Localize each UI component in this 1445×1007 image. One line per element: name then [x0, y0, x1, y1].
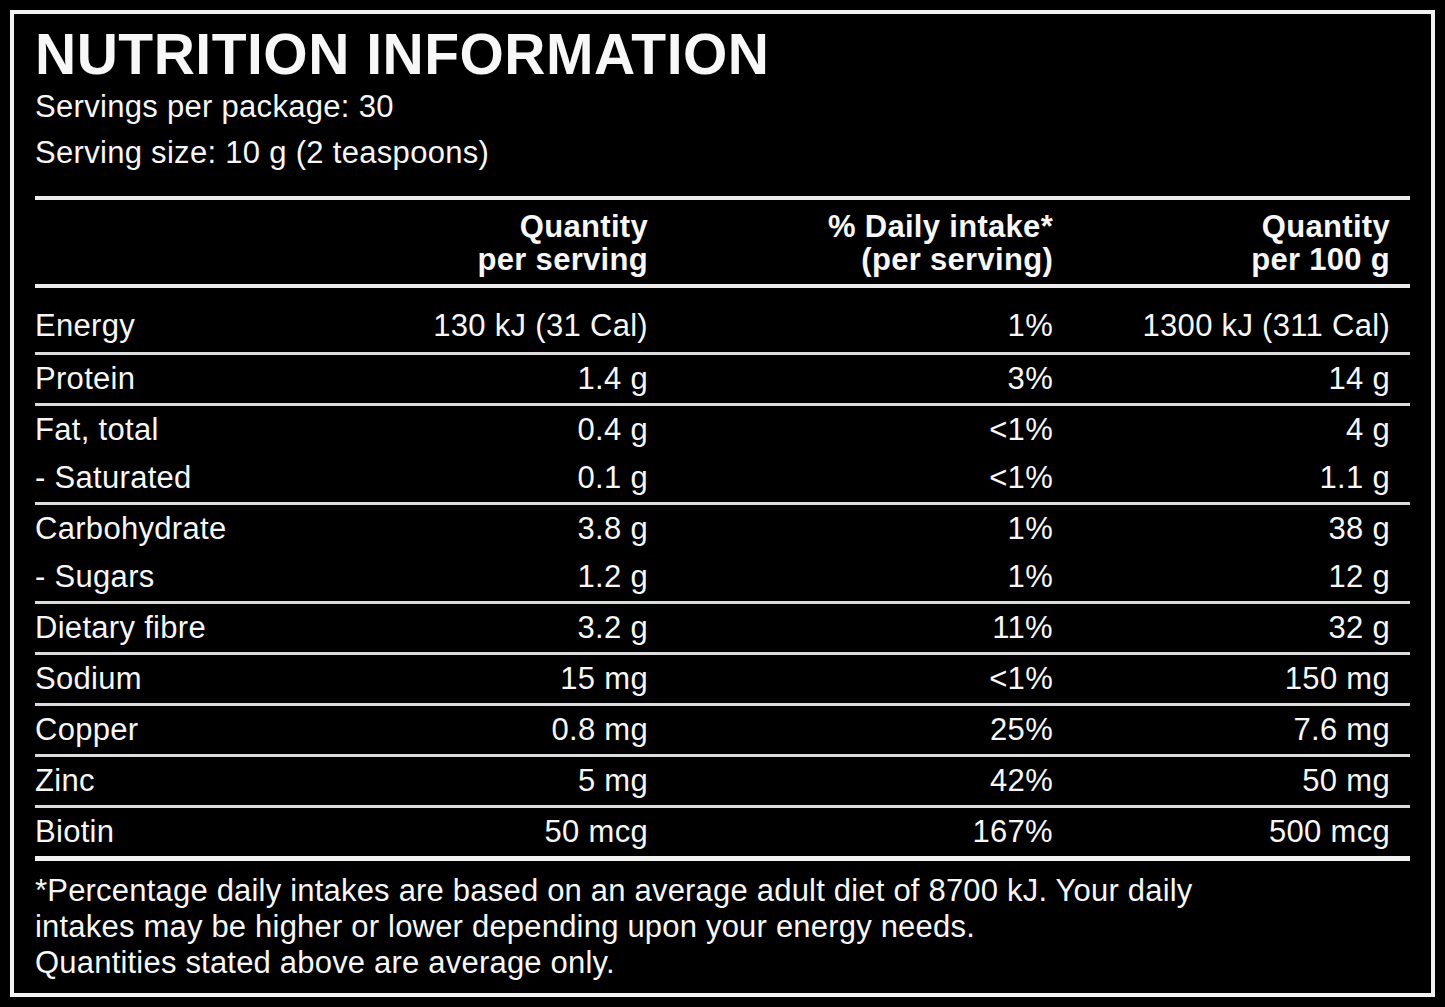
quantity-per-serving: 3.8 g: [385, 505, 648, 553]
quantity-per-serving: 5 mg: [385, 757, 648, 805]
serving-size: Serving size: 10 g (2 teaspoons): [35, 130, 1410, 176]
quantity-per-100g: 38 g: [1053, 505, 1410, 553]
nutrient-name: Biotin: [35, 808, 385, 856]
header-line: % Daily intake*: [648, 210, 1053, 243]
table-header-row: Quantity per serving % Daily intake* (pe…: [35, 196, 1410, 288]
quantity-per-serving: 0.8 mg: [385, 706, 648, 754]
table-row-dietary-fibre: Dietary fibre 3.2 g 11% 32 g: [35, 604, 1410, 655]
daily-intake-percent: 1%: [648, 505, 1053, 553]
footnote: *Percentage daily intakes are based on a…: [35, 861, 1410, 981]
header-quantity-per-100g: Quantity per 100 g: [1053, 210, 1410, 276]
quantity-per-serving: 0.1 g: [385, 454, 648, 502]
daily-intake-percent: <1%: [648, 454, 1053, 502]
footnote-line: Quantities stated above are average only…: [35, 945, 1410, 981]
quantity-per-100g: 32 g: [1053, 604, 1410, 652]
table-row-sugars: - Sugars 1.2 g 1% 12 g: [35, 553, 1410, 604]
nutrient-name: Sodium: [35, 655, 385, 703]
nutrient-name: Zinc: [35, 757, 385, 805]
quantity-per-100g: 1300 kJ (311 Cal): [1053, 288, 1410, 352]
daily-intake-percent: 42%: [648, 757, 1053, 805]
header-quantity-per-serving: Quantity per serving: [385, 210, 648, 276]
header-line: per 100 g: [1053, 243, 1390, 276]
table-row-fat-total: Fat, total 0.4 g <1% 4 g: [35, 406, 1410, 454]
daily-intake-percent: 25%: [648, 706, 1053, 754]
quantity-per-100g: 150 mg: [1053, 655, 1410, 703]
quantity-per-100g: 14 g: [1053, 355, 1410, 403]
table-row-sodium: Sodium 15 mg <1% 150 mg: [35, 655, 1410, 706]
nutrient-name: Dietary fibre: [35, 604, 385, 652]
quantity-per-100g: 4 g: [1053, 406, 1410, 454]
nutrition-panel: NUTRITION INFORMATION Servings per packa…: [10, 10, 1435, 997]
nutrient-name: Copper: [35, 706, 385, 754]
nutrient-name: Fat, total: [35, 406, 385, 454]
header-line: per serving: [385, 243, 648, 276]
table-row-carbohydrate: Carbohydrate 3.8 g 1% 38 g: [35, 505, 1410, 553]
daily-intake-percent: 11%: [648, 604, 1053, 652]
nutrient-name: Energy: [35, 288, 385, 352]
footnote-line: *Percentage daily intakes are based on a…: [35, 873, 1410, 909]
table-row-zinc: Zinc 5 mg 42% 50 mg: [35, 757, 1410, 808]
quantity-per-serving: 1.2 g: [385, 553, 648, 601]
nutrient-name: - Sugars: [35, 553, 385, 601]
servings-per-package: Servings per package: 30: [35, 84, 1410, 130]
daily-intake-percent: <1%: [648, 655, 1053, 703]
quantity-per-serving: 1.4 g: [385, 355, 648, 403]
quantity-per-100g: 12 g: [1053, 553, 1410, 601]
daily-intake-percent: 1%: [648, 553, 1053, 601]
nutrient-name: Carbohydrate: [35, 505, 385, 553]
daily-intake-percent: 1%: [648, 288, 1053, 352]
daily-intake-percent: <1%: [648, 406, 1053, 454]
daily-intake-percent: 3%: [648, 355, 1053, 403]
table-row-protein: Protein 1.4 g 3% 14 g: [35, 355, 1410, 406]
quantity-per-serving: 3.2 g: [385, 604, 648, 652]
quantity-per-100g: 7.6 mg: [1053, 706, 1410, 754]
daily-intake-percent: 167%: [648, 808, 1053, 856]
header-line: (per serving): [648, 243, 1053, 276]
quantity-per-serving: 50 mcg: [385, 808, 648, 856]
header-line: Quantity: [1053, 210, 1390, 243]
header-daily-intake: % Daily intake* (per serving): [648, 210, 1053, 276]
nutrient-name: - Saturated: [35, 454, 385, 502]
table-row-saturated: - Saturated 0.1 g <1% 1.1 g: [35, 454, 1410, 505]
table-row-energy: Energy 130 kJ (31 Cal) 1% 1300 kJ (311 C…: [35, 288, 1410, 355]
quantity-per-serving: 0.4 g: [385, 406, 648, 454]
quantity-per-100g: 50 mg: [1053, 757, 1410, 805]
quantity-per-100g: 500 mcg: [1053, 808, 1410, 856]
header-line: Quantity: [385, 210, 648, 243]
table-row-copper: Copper 0.8 mg 25% 7.6 mg: [35, 706, 1410, 757]
footnote-line: intakes may be higher or lower depending…: [35, 909, 1410, 945]
table-row-biotin: Biotin 50 mcg 167% 500 mcg: [35, 808, 1410, 856]
nutrient-name: Protein: [35, 355, 385, 403]
quantity-per-100g: 1.1 g: [1053, 454, 1410, 502]
panel-title: NUTRITION INFORMATION: [35, 24, 1410, 84]
quantity-per-serving: 15 mg: [385, 655, 648, 703]
header-nutrient-spacer: [35, 210, 385, 276]
quantity-per-serving: 130 kJ (31 Cal): [385, 288, 648, 352]
